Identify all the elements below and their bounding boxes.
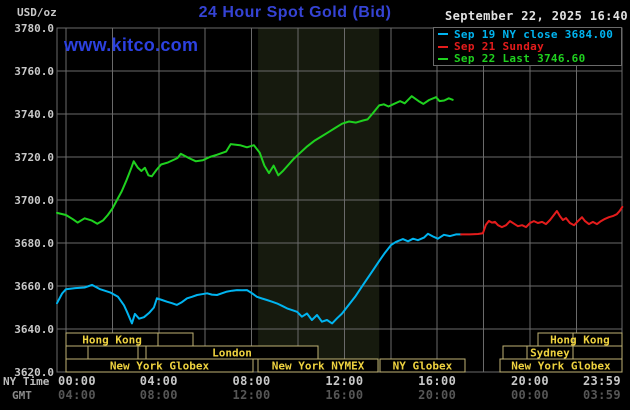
x-tick-ny-label: 16:00 bbox=[418, 374, 457, 388]
session-label: New York Globex bbox=[511, 360, 611, 373]
x-tick-ny-label: 20:00 bbox=[510, 374, 550, 388]
gmt-axis-label: GMT bbox=[12, 389, 32, 402]
legend-dash-icon bbox=[438, 33, 448, 36]
session-box bbox=[499, 358, 623, 373]
legend-entry-sep-21-sunday: Sep 21 Sunday bbox=[434, 40, 621, 53]
session-box bbox=[87, 345, 139, 360]
y-tick-label: 3700.0 bbox=[14, 194, 54, 207]
x-tick-gmt-label: 20:00 bbox=[418, 388, 457, 402]
legend-dash-icon bbox=[438, 45, 448, 48]
price-line-sep-19-ny-close bbox=[56, 232, 463, 325]
y-tick-label: 3660.0 bbox=[14, 280, 54, 293]
y-tick-label: 3740.0 bbox=[14, 108, 54, 121]
legend-dash-icon bbox=[438, 57, 448, 60]
kitco-watermark-link[interactable]: www.kitco.com bbox=[64, 35, 199, 55]
x-tick-ny-label: 23:59 bbox=[582, 374, 622, 388]
datetime-label: September 22, 2025 16:40 bbox=[445, 9, 628, 23]
unit-label: USD/oz bbox=[17, 6, 57, 19]
session-label: Hong Kong bbox=[550, 334, 610, 347]
x-tick-gmt-label: 03:59 bbox=[582, 388, 622, 402]
x-tick-gmt-label: 12:00 bbox=[232, 388, 271, 402]
y-tick-label: 3720.0 bbox=[14, 151, 54, 164]
y-tick-label: 3620.0 bbox=[14, 366, 54, 379]
page-title: 24 Hour Spot Gold (Bid) bbox=[198, 4, 392, 21]
session-box bbox=[257, 358, 379, 373]
x-tick-ny-label: 04:00 bbox=[139, 374, 178, 388]
y-tick-label: 3680.0 bbox=[14, 237, 54, 250]
session-box bbox=[157, 332, 194, 347]
session-label: Hong Kong bbox=[82, 334, 142, 347]
x-tick-gmt-label: 08:00 bbox=[139, 388, 178, 402]
x-tick-gmt-label: 04:00 bbox=[57, 388, 97, 402]
ny-time-axis-label: NY Time bbox=[3, 375, 50, 388]
session-label: New York Globex bbox=[110, 360, 210, 373]
session-label: New York NYMEX bbox=[272, 360, 365, 373]
legend-entry-sep-22-last: Sep 22 Last 3746.60 bbox=[434, 52, 621, 66]
session-box bbox=[379, 358, 466, 373]
legend-entry-label: Sep 19 NY close 3684.00 bbox=[454, 27, 614, 41]
y-tick-label: 3760.0 bbox=[14, 65, 54, 78]
y-tick-label: 3640.0 bbox=[14, 323, 54, 336]
x-tick-ny-label: 08:00 bbox=[232, 374, 271, 388]
session-box bbox=[502, 345, 528, 360]
session-box bbox=[65, 345, 89, 360]
session-box bbox=[65, 358, 254, 373]
session-label: Sydney bbox=[530, 347, 570, 360]
price-line-sep-22 bbox=[56, 95, 454, 225]
legend-entry-label: Sep 21 Sunday bbox=[454, 40, 544, 53]
session-label: NY Globex bbox=[393, 360, 453, 373]
x-tick-ny-label: 12:00 bbox=[325, 374, 364, 388]
x-tick-gmt-label: 16:00 bbox=[325, 388, 364, 402]
session-box bbox=[137, 345, 147, 360]
session-box bbox=[572, 345, 623, 360]
x-tick-ny-label: 00:00 bbox=[57, 374, 97, 388]
y-tick-label: 3780.0 bbox=[14, 22, 54, 35]
price-line-sep-21-sunday bbox=[460, 205, 624, 236]
session-label: London bbox=[212, 347, 252, 360]
legend-box: Sep 19 NY close 3684.00 Sep 21 Sunday Sep … bbox=[433, 27, 622, 66]
x-tick-gmt-label: 00:00 bbox=[510, 388, 550, 402]
legend-entry-sep-19-ny-close: Sep 19 NY close 3684.00 bbox=[434, 27, 621, 41]
legend-entry-label: Sep 22 Last 3746.60 bbox=[454, 52, 586, 66]
